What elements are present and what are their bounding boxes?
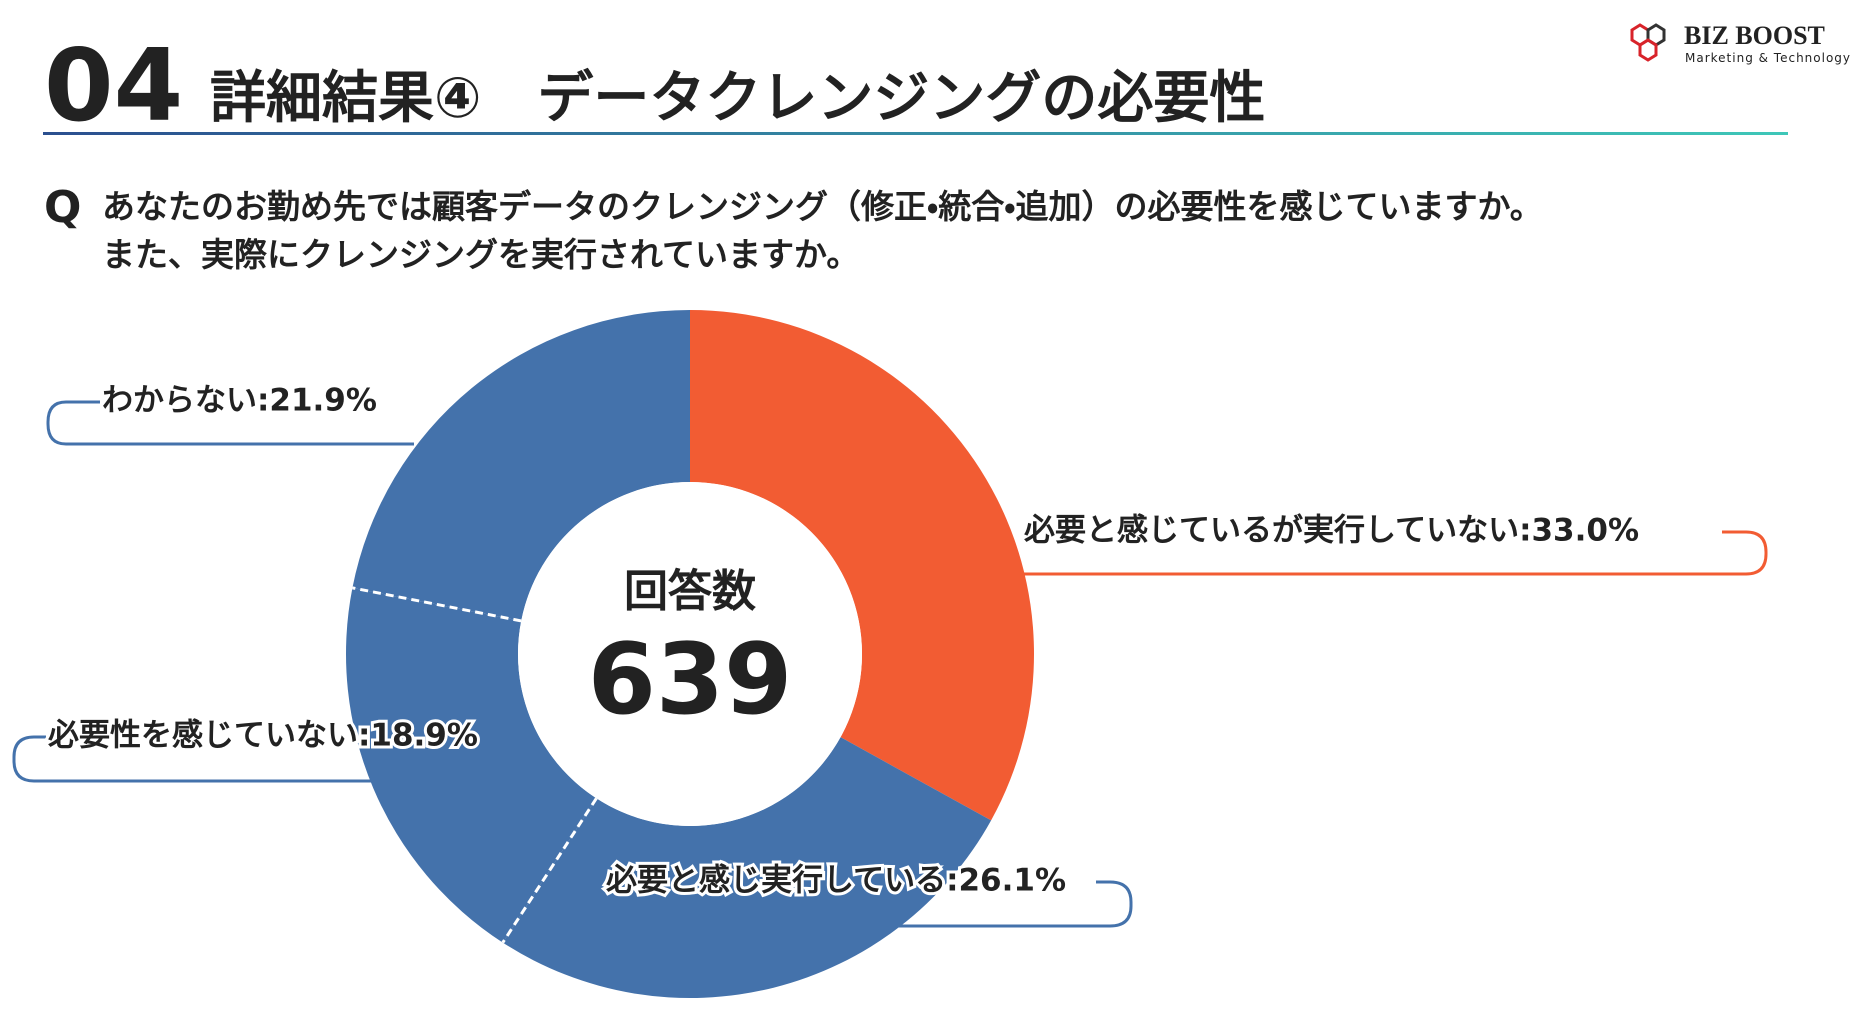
donut-hole: [518, 482, 862, 826]
logo-icon: [1630, 23, 1666, 62]
data-label: 必要と感じ実行している:26.1%: [606, 863, 1066, 899]
slice-separator: [501, 797, 598, 944]
donut-slice: [352, 310, 690, 621]
logo-tagline: Marketing & Technology: [1685, 51, 1851, 65]
data-label: わからない:21.9%: [102, 383, 377, 419]
question-text: あなたのお勤め先では顧客データのクレンジング（修正・統合・追加）の必要性を感じて…: [102, 187, 1543, 226]
callout-line: [12, 735, 372, 783]
callout-line: [876, 880, 1133, 928]
title-rule: [43, 132, 1788, 135]
question-text: また、実際にクレンジングを実行されていますか。: [102, 235, 859, 274]
donut-slice: [346, 587, 597, 943]
logo-name: BIZ BOOST: [1684, 21, 1825, 50]
question-marker: Q: [44, 182, 81, 233]
slice-separator: [352, 586, 522, 623]
center-value: 639: [588, 623, 793, 737]
center-title: 回答数: [624, 566, 756, 617]
donut-slice: [690, 310, 1034, 821]
data-label: 必要と感じているが実行していない:33.0%: [1024, 513, 1639, 549]
page-title: 詳細結果④ データクレンジングの必要性: [210, 66, 1265, 131]
callout-line: [1024, 530, 1768, 576]
section-number: 04: [44, 27, 183, 144]
donut-slice: [502, 737, 992, 999]
donut-chart: 必要と感じているが実行していない:33.0% 必要と感じ実行している:26.1% 必…: [12, 310, 1768, 999]
data-label: 必要性を感じていない:18.9%: [48, 718, 478, 754]
callout-line: [46, 400, 414, 446]
